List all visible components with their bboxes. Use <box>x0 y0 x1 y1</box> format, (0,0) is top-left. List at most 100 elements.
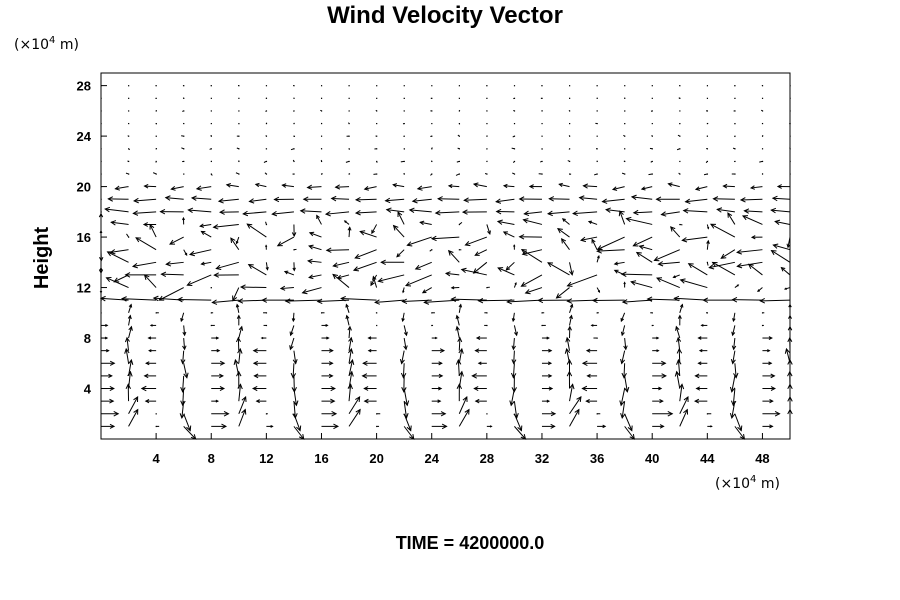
wind-vector <box>547 262 570 276</box>
wind-vector <box>430 235 460 242</box>
wind-vector <box>632 209 653 216</box>
wind-vector <box>332 261 350 268</box>
wind-vector <box>430 110 433 112</box>
wind-vector <box>759 160 764 163</box>
wind-vector <box>693 398 708 404</box>
wind-vector <box>471 373 487 379</box>
wind-vector <box>496 219 515 225</box>
y-tick-label: 20 <box>77 180 91 195</box>
wind-vector <box>555 287 570 299</box>
wind-vector <box>652 399 664 404</box>
x-unit-label: (×104 m) <box>715 474 780 492</box>
wind-vector <box>477 361 487 365</box>
wind-vector <box>678 383 685 402</box>
wind-vector <box>651 85 653 87</box>
wind-vector <box>238 395 247 414</box>
wind-vector <box>109 249 129 255</box>
wind-vector <box>405 274 432 287</box>
wind-vector <box>651 134 653 137</box>
wind-vector <box>618 210 626 225</box>
wind-vector <box>169 236 184 245</box>
wind-vector <box>155 413 157 415</box>
wind-vector <box>128 122 130 125</box>
wind-vector <box>403 337 408 351</box>
wind-vector <box>541 423 556 429</box>
wind-vector <box>263 312 268 314</box>
wind-vector <box>321 361 334 366</box>
wind-vector <box>623 337 628 351</box>
wind-vector <box>770 207 791 214</box>
wind-vector <box>182 160 185 163</box>
wind-vector <box>113 274 129 283</box>
wind-vector <box>486 425 493 428</box>
wind-vector <box>706 135 709 137</box>
wind-vector <box>675 325 681 339</box>
wind-vector <box>149 324 157 327</box>
plot-frame <box>100 72 791 440</box>
wind-vector <box>706 413 712 415</box>
wind-vector <box>238 110 240 112</box>
wind-vector <box>225 182 239 188</box>
wind-vector <box>431 399 442 403</box>
wind-vector <box>211 348 221 353</box>
wind-vector <box>290 148 295 151</box>
vector-field <box>98 84 793 440</box>
time-label: TIME = 4200000.0 <box>396 533 545 553</box>
wind-vector <box>320 173 323 175</box>
wind-vector <box>652 411 674 417</box>
wind-vector <box>155 147 158 150</box>
wind-vector <box>705 160 709 164</box>
y-tick-label: 28 <box>77 79 91 94</box>
wind-vector <box>502 183 515 189</box>
x-tick-label: 24 <box>424 451 439 466</box>
wind-vector <box>152 172 157 175</box>
wind-vector <box>698 349 708 353</box>
wind-vector <box>558 182 570 188</box>
wind-vector <box>148 349 157 353</box>
wind-vector <box>596 160 598 163</box>
wind-vector <box>101 348 110 353</box>
wind-vector <box>678 172 681 175</box>
wind-vector <box>182 110 185 112</box>
wind-vector <box>477 297 515 304</box>
wind-vector <box>486 286 490 289</box>
wind-vector <box>679 278 708 289</box>
wind-vector <box>652 386 663 391</box>
wind-vector <box>687 263 708 276</box>
wind-vector <box>731 173 736 175</box>
wind-vector <box>761 312 765 314</box>
wind-vector <box>706 224 710 230</box>
wind-vector <box>347 226 352 238</box>
wind-vector <box>513 281 517 288</box>
wind-vector <box>210 160 212 163</box>
wind-vector <box>160 271 184 278</box>
wind-vector <box>596 254 600 263</box>
wind-vector <box>506 298 542 305</box>
wind-vector <box>401 298 432 304</box>
wind-vector <box>406 236 432 247</box>
wind-vector <box>458 122 461 125</box>
wind-vector <box>128 148 131 151</box>
wind-vector <box>101 398 115 404</box>
wind-vector <box>495 208 515 215</box>
wind-vector <box>548 196 570 202</box>
wind-vector <box>736 249 763 255</box>
wind-vector <box>182 337 187 351</box>
x-tick-label: 12 <box>259 451 273 466</box>
wind-vector <box>143 274 157 288</box>
wind-vector <box>486 135 488 137</box>
wind-vector <box>569 97 571 99</box>
wind-vector <box>450 286 460 290</box>
wind-vector <box>124 336 130 351</box>
wind-vector <box>237 347 243 364</box>
wind-vector <box>400 160 405 163</box>
wind-vector <box>345 314 350 326</box>
wind-vector <box>774 219 791 225</box>
wind-vector <box>253 373 267 379</box>
wind-vector <box>320 135 323 137</box>
wind-vector <box>511 375 517 393</box>
wind-vector <box>593 337 598 339</box>
wind-vector <box>706 110 709 112</box>
wind-vector <box>762 386 776 391</box>
wind-vector <box>743 208 763 214</box>
